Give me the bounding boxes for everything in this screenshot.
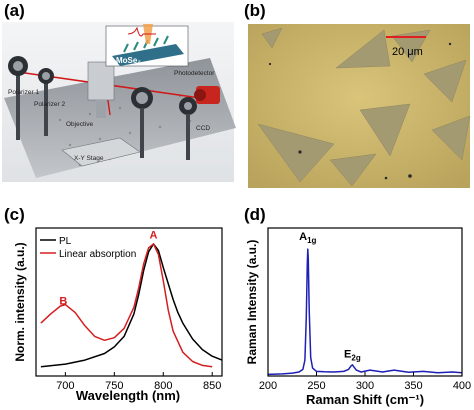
- panel-d-x-tick-label: 350: [404, 380, 422, 392]
- panel-label-d: (d): [244, 205, 266, 224]
- panel-c-x-ticks: 700 750 800 850: [56, 372, 221, 392]
- panel-c-frame: [35, 227, 223, 377]
- panel-a-illustration: MoSe₂ Photodetector Polarizer 1 Polarize…: [2, 22, 236, 182]
- panel-c-legend: PL Linear absorption: [40, 236, 136, 260]
- panel-d-x-tick-label: 250: [307, 380, 325, 392]
- panel-d-frame: [267, 227, 463, 377]
- panel-c-x-tick-label: 750: [105, 380, 123, 392]
- panel-d-series-line-0: [267, 248, 463, 376]
- mose2-label: MoSe₂: [116, 56, 141, 65]
- panel-c-annotation: B: [59, 296, 67, 308]
- panel-d-x-tick-label: 400: [453, 380, 471, 392]
- scale-bar-label: 20 μm: [392, 46, 423, 58]
- legend-label-absorption: Linear absorption: [59, 249, 136, 260]
- legend-label-pl: PL: [59, 236, 72, 247]
- panel-d-x-tick-label: 300: [356, 380, 374, 392]
- panel-c-plot-area: [40, 243, 223, 368]
- panel-c-y-axis-label: Norm. intensity (a.u.): [13, 242, 27, 361]
- panel-b-micrograph: 20 μm: [248, 24, 471, 188]
- panel-c-x-tick-label: 850: [203, 380, 221, 392]
- panel-d-y-axis-label: Raman Intensity (a.u.): [245, 240, 259, 365]
- photodetector-label: Photodetector: [174, 70, 215, 77]
- panel-c-annotation: A: [149, 230, 157, 242]
- panel-d-chart: 200 250 300 350 400 Raman Shift (cm⁻¹) Raman…: [245, 227, 471, 407]
- panel-c-series-line-linear-absorption: [40, 243, 213, 368]
- objective-label: Objective: [66, 121, 93, 128]
- polarizer2-label: Polarizer 2: [34, 101, 65, 108]
- panel-d-x-tick-label: 200: [259, 380, 277, 392]
- ccd-label: CCD: [196, 125, 210, 132]
- panel-label-b: (b): [244, 1, 266, 20]
- panel-d-x-ticks: 200 250 300 350 400: [259, 372, 471, 392]
- panel-c-x-tick-label: 700: [56, 380, 74, 392]
- panel-c-series-line-pl: [40, 243, 223, 368]
- panel-label-a: (a): [4, 1, 25, 20]
- panel-c-x-axis-label: Wavelength (nm): [76, 388, 180, 403]
- panel-c-chart: 700 750 800 850 Wavelength (nm) Norm. inten…: [13, 227, 223, 403]
- panel-d-plot-area: [267, 248, 463, 376]
- panel-d-annotation: A1g: [299, 231, 316, 245]
- polarizer1-label: Polarizer 1: [8, 89, 39, 96]
- panel-c-x-tick-label: 800: [154, 380, 172, 392]
- xy-stage-label: X-Y Stage: [74, 155, 104, 162]
- panel-d-annotation: E2g: [344, 349, 361, 363]
- panel-label-c: (c): [4, 205, 25, 224]
- panel-d-x-axis-label: Raman Shift (cm⁻¹): [306, 392, 424, 407]
- panel-c-annotations: AB: [59, 230, 157, 308]
